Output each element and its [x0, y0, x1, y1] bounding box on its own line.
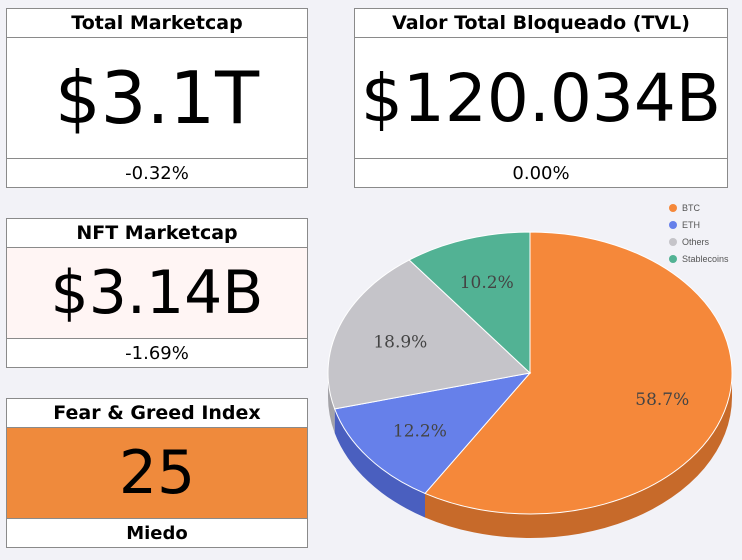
nft-marketcap-title: NFT Marketcap [7, 219, 307, 248]
fear-greed-card: Fear & Greed Index 25 Miedo [6, 398, 308, 548]
total-marketcap-title: Total Marketcap [7, 9, 307, 38]
legend-swatch-btc [669, 204, 677, 212]
total-marketcap-card: Total Marketcap $3.1T -0.32% [6, 8, 308, 188]
pie-slice-eth[interactable] [333, 372, 532, 495]
legend-label-btc: BTC [682, 203, 701, 213]
tvl-change: 0.00% [355, 158, 727, 187]
pie-slice-btc[interactable] [424, 231, 733, 515]
pie-label-stablecoins: 10.2% [460, 273, 514, 293]
legend-item-eth[interactable]: ETH [669, 220, 700, 230]
pie-side-eth [334, 408, 425, 518]
tvl-card: Valor Total Bloqueado (TVL) $120.034B 0.… [354, 8, 728, 188]
legend-label-eth: ETH [682, 220, 700, 230]
dominance-pie-chart: 58.7% 12.2% 18.9% 10.2% BTC ETH Others Stablec… [327, 203, 733, 538]
legend-swatch-others [669, 238, 677, 246]
legend-swatch-stablecoins [669, 255, 677, 263]
tvl-title: Valor Total Bloqueado (TVL) [355, 9, 727, 38]
legend-swatch-eth [669, 221, 677, 229]
nft-marketcap-card: NFT Marketcap $3.14B -1.69% [6, 218, 308, 368]
legend-label-others: Others [682, 237, 710, 247]
total-marketcap-change: -0.32% [7, 158, 307, 187]
total-marketcap-value: $3.1T [54, 56, 260, 140]
pie-label-btc: 58.7% [635, 390, 689, 410]
pie-label-others: 18.9% [373, 332, 427, 352]
fear-greed-status: Miedo [7, 518, 307, 547]
pie-slice-others[interactable] [327, 259, 532, 410]
tvl-value: $120.034B [360, 59, 722, 137]
pie-3d-sides [328, 373, 732, 538]
pie-slice-stablecoins[interactable] [408, 231, 531, 375]
fear-greed-value: 25 [7, 428, 307, 518]
pie-labels: 58.7% 12.2% 18.9% 10.2% [373, 273, 689, 441]
legend-item-others[interactable]: Others [669, 237, 710, 247]
pie-slices [327, 231, 733, 515]
pie-side-btc [424, 373, 732, 538]
legend-item-btc[interactable]: BTC [669, 203, 701, 213]
pie-legend: BTC ETH Others Stablecoins [669, 203, 729, 264]
fear-greed-title: Fear & Greed Index [7, 399, 307, 428]
legend-label-stablecoins: Stablecoins [682, 254, 729, 264]
pie-side-others [328, 373, 335, 433]
nft-marketcap-value: $3.14B [7, 248, 307, 338]
legend-item-stablecoins[interactable]: Stablecoins [669, 254, 729, 264]
nft-marketcap-change: -1.69% [7, 338, 307, 367]
pie-label-eth: 12.2% [393, 421, 447, 441]
